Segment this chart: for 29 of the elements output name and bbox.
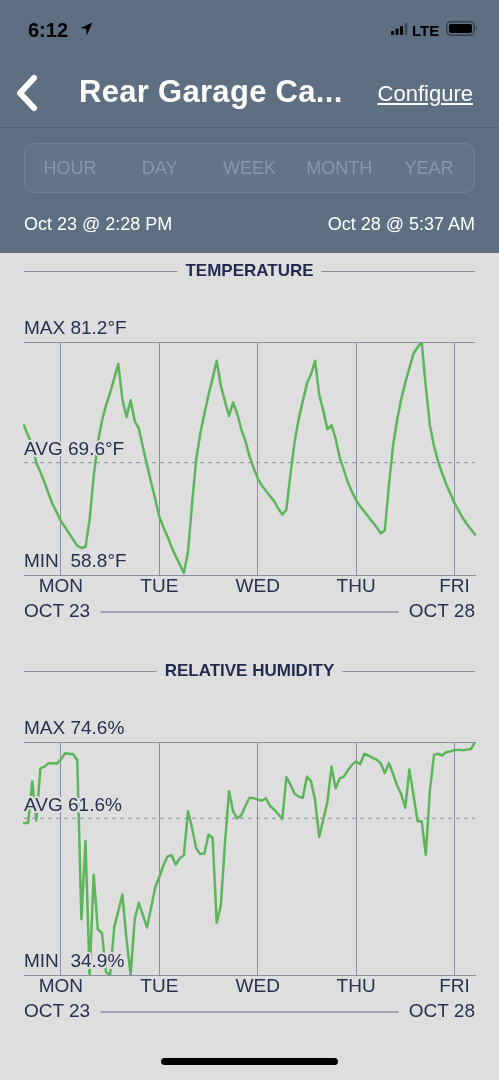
x-tick-label: MON [38, 974, 84, 996]
annotation: MIN [24, 550, 59, 572]
x-tick-label: MON [38, 574, 84, 596]
x-tick-label: FRI [439, 574, 470, 596]
text: MAX [24, 317, 66, 339]
x-tick-label: TUE [140, 974, 179, 996]
text: OCT 28 [408, 1000, 475, 1022]
x-tick-label: THU [336, 574, 376, 596]
annotation: MIN [24, 950, 59, 972]
text: Oct 23 @ 2:28 PM [24, 214, 173, 235]
x-tick-label: THU [336, 974, 376, 996]
x-tick-label: FRI [439, 974, 470, 996]
x-tick-label: WED [235, 974, 280, 996]
y-tick-label: 74.6% [70, 717, 125, 739]
text: LTE [412, 22, 440, 39]
chart-title: RELATIVE HUMIDITY [164, 660, 335, 680]
text: Oct 28 @ 5:37 AM [327, 214, 475, 235]
text: 6:12 [28, 19, 69, 42]
text: MAX [24, 717, 66, 739]
text: OCT 23 [24, 600, 91, 622]
chart-title: TEMPERATURE [185, 260, 314, 280]
text: OCT 28 [408, 600, 475, 622]
text: Rear Garage Ca... [79, 74, 343, 110]
y-tick-label: 81.2°F [70, 317, 127, 339]
x-tick-label: TUE [140, 574, 179, 596]
text: OCT 23 [24, 1000, 91, 1022]
y-tick-label: 58.8°F [70, 550, 127, 572]
x-tick-label: WED [235, 574, 280, 596]
text: Configure [377, 81, 473, 107]
